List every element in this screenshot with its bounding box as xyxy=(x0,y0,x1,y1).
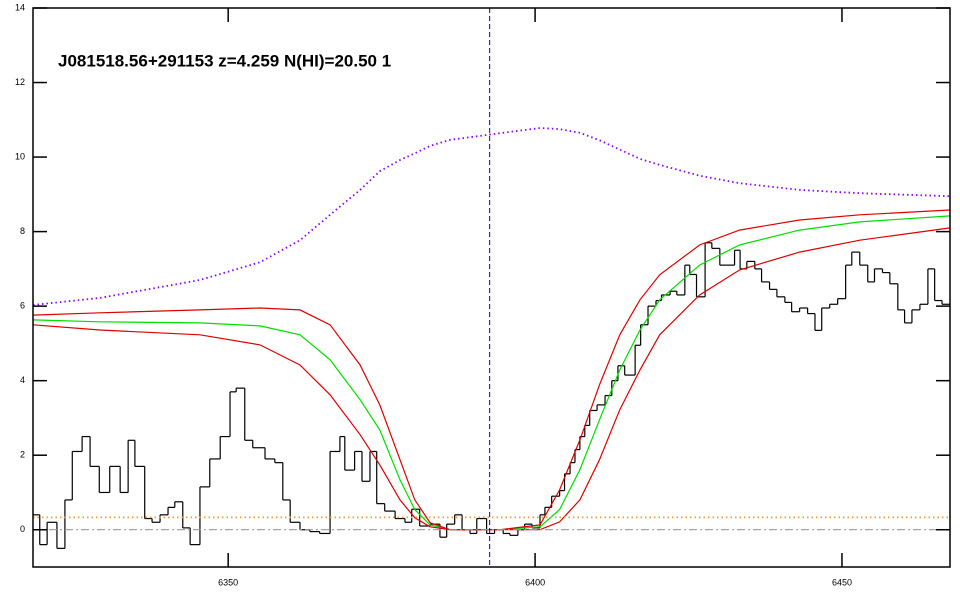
x-tick-label: 6350 xyxy=(218,577,238,587)
model-curve xyxy=(32,127,951,306)
x-tick-label: 6450 xyxy=(832,577,852,587)
y-tick-label: 2 xyxy=(20,450,25,460)
y-tick-label: 8 xyxy=(20,226,25,236)
y-tick-label: 0 xyxy=(20,524,25,534)
y-tick-label: 6 xyxy=(20,301,25,311)
y-tick-label: 12 xyxy=(15,77,25,87)
plot-frame xyxy=(32,7,951,568)
y-tick-label: 14 xyxy=(15,2,25,12)
y-tick-label: 4 xyxy=(20,375,25,385)
model-curve xyxy=(32,227,951,531)
y-tick-label: 10 xyxy=(15,151,25,161)
model-curve xyxy=(32,209,951,531)
x-tick-label: 6400 xyxy=(525,577,545,587)
chart-title: J081518.56+291153 z=4.259 N(HI)=20.50 1 xyxy=(58,51,391,70)
model-curve xyxy=(32,215,951,531)
